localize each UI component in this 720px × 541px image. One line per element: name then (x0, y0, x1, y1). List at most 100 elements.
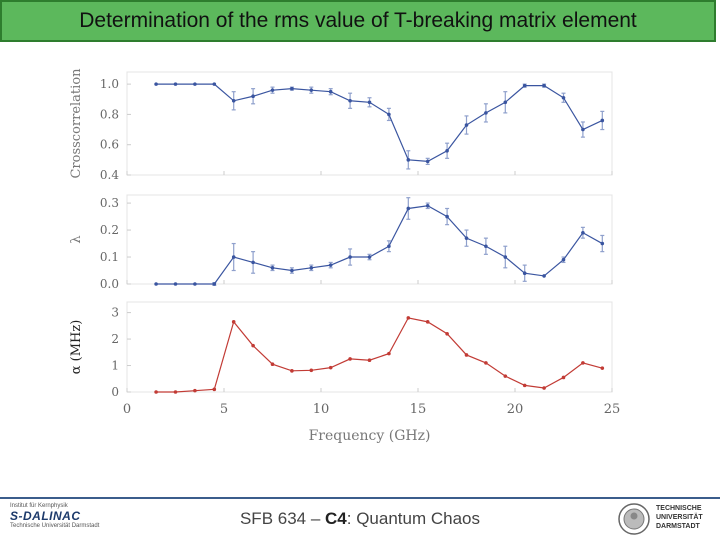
panel-2-data-point (445, 331, 449, 336)
panel-0-data-point (522, 83, 527, 88)
panel-0-data-point (387, 112, 391, 117)
tu-darmstadt-logo: TECHNISCHE UNIVERSITÄT DARMSTADT (616, 502, 720, 538)
panel-1-data-point (542, 274, 546, 278)
panel-1-data-point (270, 266, 275, 270)
panel-1-data-point (503, 255, 508, 259)
panel-1-data-point (348, 255, 352, 259)
panel-0-data-point (290, 86, 294, 91)
x-axis-label: Frequency (GHz) (309, 428, 431, 444)
panel-0-data-point (328, 89, 333, 94)
panel-0-data-point (484, 111, 488, 115)
panel-1-data-point (484, 244, 488, 249)
panel-1-data-point (328, 263, 333, 267)
panel-1-data-point (367, 255, 372, 259)
panel-1-data-point (212, 282, 217, 286)
panel-2-data-point (231, 320, 236, 324)
panel-2-data-point (367, 358, 372, 363)
logo-left-line3: Technische Universität Darmstadt (10, 523, 100, 529)
panel-0-data-point (154, 82, 158, 86)
panel-2-data-point (328, 365, 333, 370)
xtick-label: 5 (220, 402, 228, 417)
panel-0-data-point (561, 95, 566, 100)
panel-2-data-point (464, 353, 469, 357)
logo-left-name: S-DALINAC (10, 509, 81, 523)
panel-1-data-point (445, 214, 449, 219)
slide-title: Determination of the rms value of T-brea… (79, 9, 637, 32)
panel-0-data-point (231, 98, 236, 103)
panel-2-data-point (581, 361, 585, 365)
panel-2-data-point (154, 390, 158, 394)
panel-1-data-point (251, 260, 255, 265)
sdalinac-logo: Institut für Kernphysik S-DALINAC Techni… (10, 503, 120, 539)
logo-left-line1: Institut für Kernphysik (10, 503, 68, 509)
panel-2-data-point (503, 374, 508, 378)
panel-0-ylabel: Crosscorrelation (69, 68, 84, 179)
panel-2-ytick-label: 2 (111, 332, 119, 346)
panel-1-data-point (464, 236, 469, 240)
xtick-label: 20 (507, 402, 524, 417)
panel-0-ytick-label: 0.4 (100, 168, 119, 182)
panel-2-data-point (600, 366, 605, 370)
panel-0-data-point (425, 159, 430, 164)
panel-1-data-point (522, 271, 527, 276)
panel-2-data-point (406, 316, 411, 320)
panel-0-data-point (270, 88, 275, 92)
tu-line3: DARMSTADT (656, 523, 700, 530)
panel-1-data-point (581, 230, 585, 235)
panel-2-data-point (290, 369, 294, 373)
panel-1-data-point (193, 282, 197, 286)
panel-1-data-point (600, 241, 605, 246)
panel-0-data-point (464, 123, 469, 127)
tu-text: TECHNISCHE UNIVERSITÄT DARMSTADT (656, 504, 703, 531)
panel-0-ytick-label: 1.0 (100, 77, 119, 91)
panel-1-data-point (387, 244, 391, 249)
panel-1-data-point (309, 266, 314, 270)
panel-0-data-point (173, 82, 178, 86)
panel-2-data-point (212, 387, 217, 392)
panel-2-data-point (425, 320, 430, 324)
panel-2-data-point (348, 357, 352, 361)
xtick-label: 25 (604, 402, 621, 417)
panel-0-data-point (212, 82, 217, 86)
footer-suffix: : Quantum Chaos (346, 509, 481, 528)
xtick-label: 0 (123, 402, 131, 417)
panel-0-data-point (367, 100, 372, 105)
panel-1-series-line (156, 205, 603, 285)
footer-text: SFB 634 – C4: Quantum Chaos (0, 509, 720, 529)
panel-0-ytick-label: 0.6 (100, 138, 119, 152)
panel-1-ytick-label: 0.2 (100, 223, 119, 237)
panel-2-data-point (193, 388, 197, 393)
panel-0-data-point (581, 127, 585, 132)
panel-1-ytick-label: 0.1 (100, 250, 119, 264)
panel-2-data-point (522, 383, 527, 388)
panel-1-data-point (425, 203, 430, 208)
panel-1-frame (126, 194, 613, 285)
panel-2-frame (126, 301, 613, 393)
panel-1-data-point (290, 268, 294, 273)
panel-0-data-point (445, 148, 449, 153)
panel-2-series-line (156, 317, 603, 393)
panel-1-data-point (154, 282, 158, 286)
panel-1-ytick-label: 0.3 (100, 196, 119, 210)
panel-0-data-point (503, 100, 508, 105)
panel-2-data-point (270, 362, 275, 367)
panel-1-ylabel: λ (69, 235, 84, 243)
panel-2-data-point (387, 351, 391, 356)
panel-2-ylabel: α (MHz) (69, 320, 84, 375)
xtick-label: 10 (313, 402, 330, 417)
panel-0-data-point (542, 83, 546, 88)
panel-1-ytick-label: 0.0 (100, 277, 119, 291)
panel-2-data-point (561, 375, 566, 380)
panel-0-frame (126, 71, 613, 176)
footer-divider (0, 497, 720, 499)
panel-0-series-line (156, 83, 603, 162)
panel-0-data-point (251, 94, 255, 99)
panel-1-data-point (173, 282, 178, 286)
panel-2-data-point (173, 390, 178, 394)
panel-1-data-point (231, 255, 236, 259)
panel-0-data-point (406, 158, 411, 162)
xtick-label: 15 (410, 402, 427, 417)
tu-line1: TECHNISCHE (656, 505, 702, 512)
panel-2-ytick-label: 0 (111, 385, 119, 399)
panel-2-data-point (251, 343, 255, 348)
